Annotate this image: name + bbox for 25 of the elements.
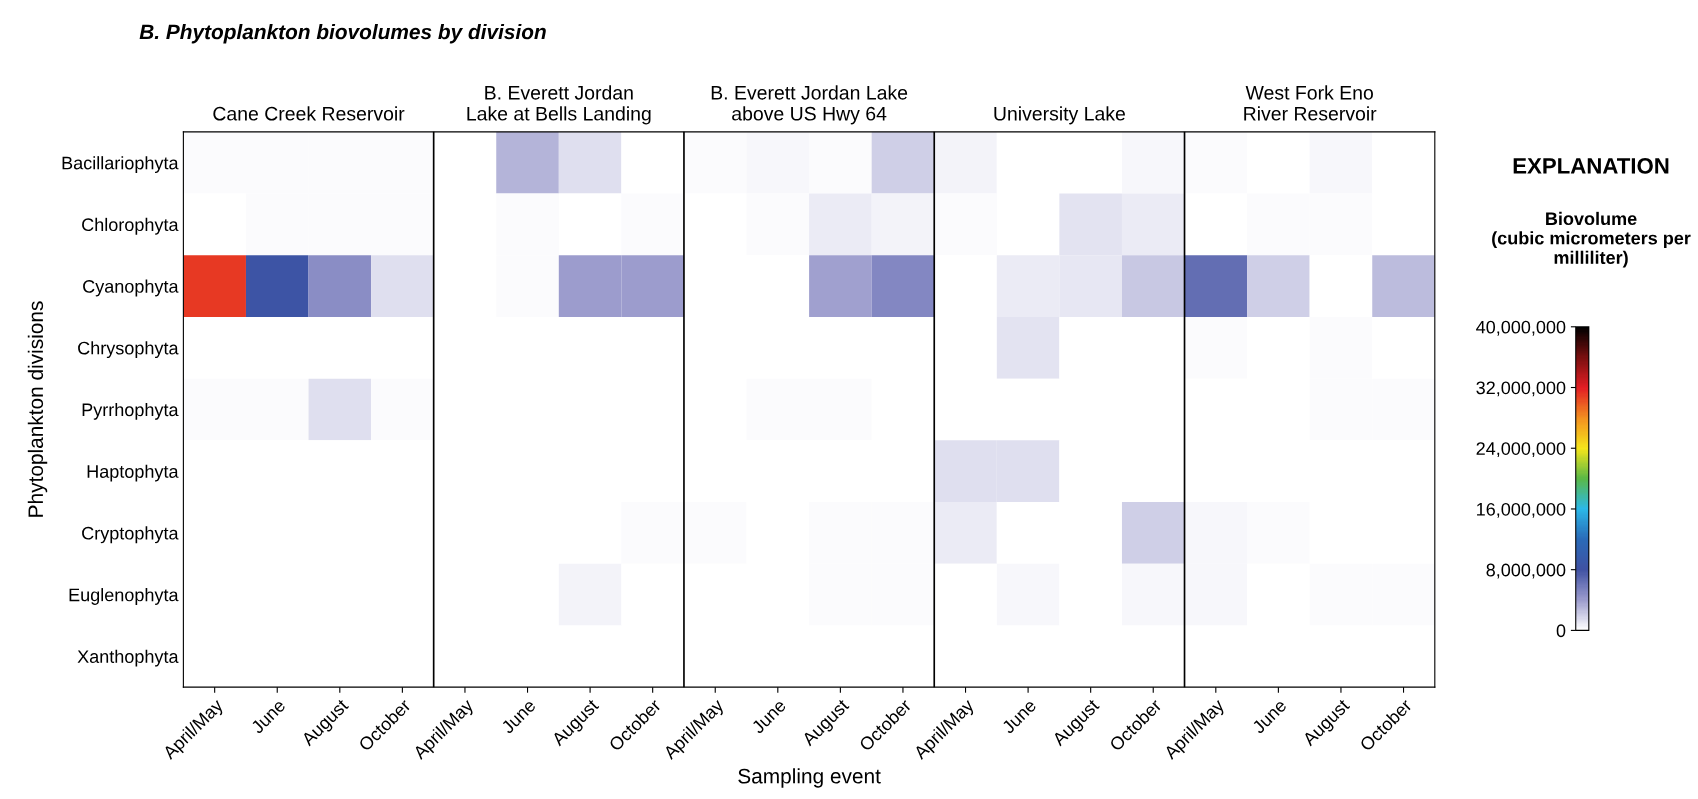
text: Cane Creek Reservoir xyxy=(213,106,405,121)
y-tick-label: Euglenophyta xyxy=(69,588,179,605)
text: B. Everett Jordan Lake above US Hwy 64 xyxy=(711,85,908,125)
color-bar-label: 40,000,000 xyxy=(1476,320,1566,336)
y-tick-label: Bacillariophyta xyxy=(62,156,179,173)
text: B. Everett Jordan Lake at Bells Landing xyxy=(467,85,651,125)
y-tick-label: Cyanophyta xyxy=(83,279,179,297)
y-tick-label: Chrysophyta xyxy=(78,341,179,359)
color-bar-label: 8,000,000 xyxy=(1486,563,1566,579)
y-tick-label: Haptophyta xyxy=(87,464,179,482)
color-bar-label: 24,000,000 xyxy=(1476,442,1566,458)
text: University Lake xyxy=(994,106,1125,125)
color-bar-label: 0 xyxy=(1556,624,1566,638)
color-bar-label: 16,000,000 xyxy=(1477,502,1566,518)
y-tick-label: Cryptophyta xyxy=(82,526,179,544)
y-axis-title: Phytoplankton divisions xyxy=(27,301,48,517)
color-bar-label: 32,000,000 xyxy=(1476,381,1566,397)
y-tick-label: Chlorophyta xyxy=(82,217,179,235)
text: West Fork Eno River Reservoir xyxy=(1244,85,1377,121)
legend-title: EXPLANATION xyxy=(1513,158,1669,174)
color-bar-title: Biovolume (cubic micrometers per milliliter) xyxy=(1492,211,1691,268)
chart-title: B. Phytoplankton biovolumes by division xyxy=(139,23,546,44)
y-tick-label: Pyrrhophyta xyxy=(82,402,179,420)
y-tick-label: Xanthophyta xyxy=(77,649,179,667)
x-axis-title: Sampling event xyxy=(738,768,881,788)
